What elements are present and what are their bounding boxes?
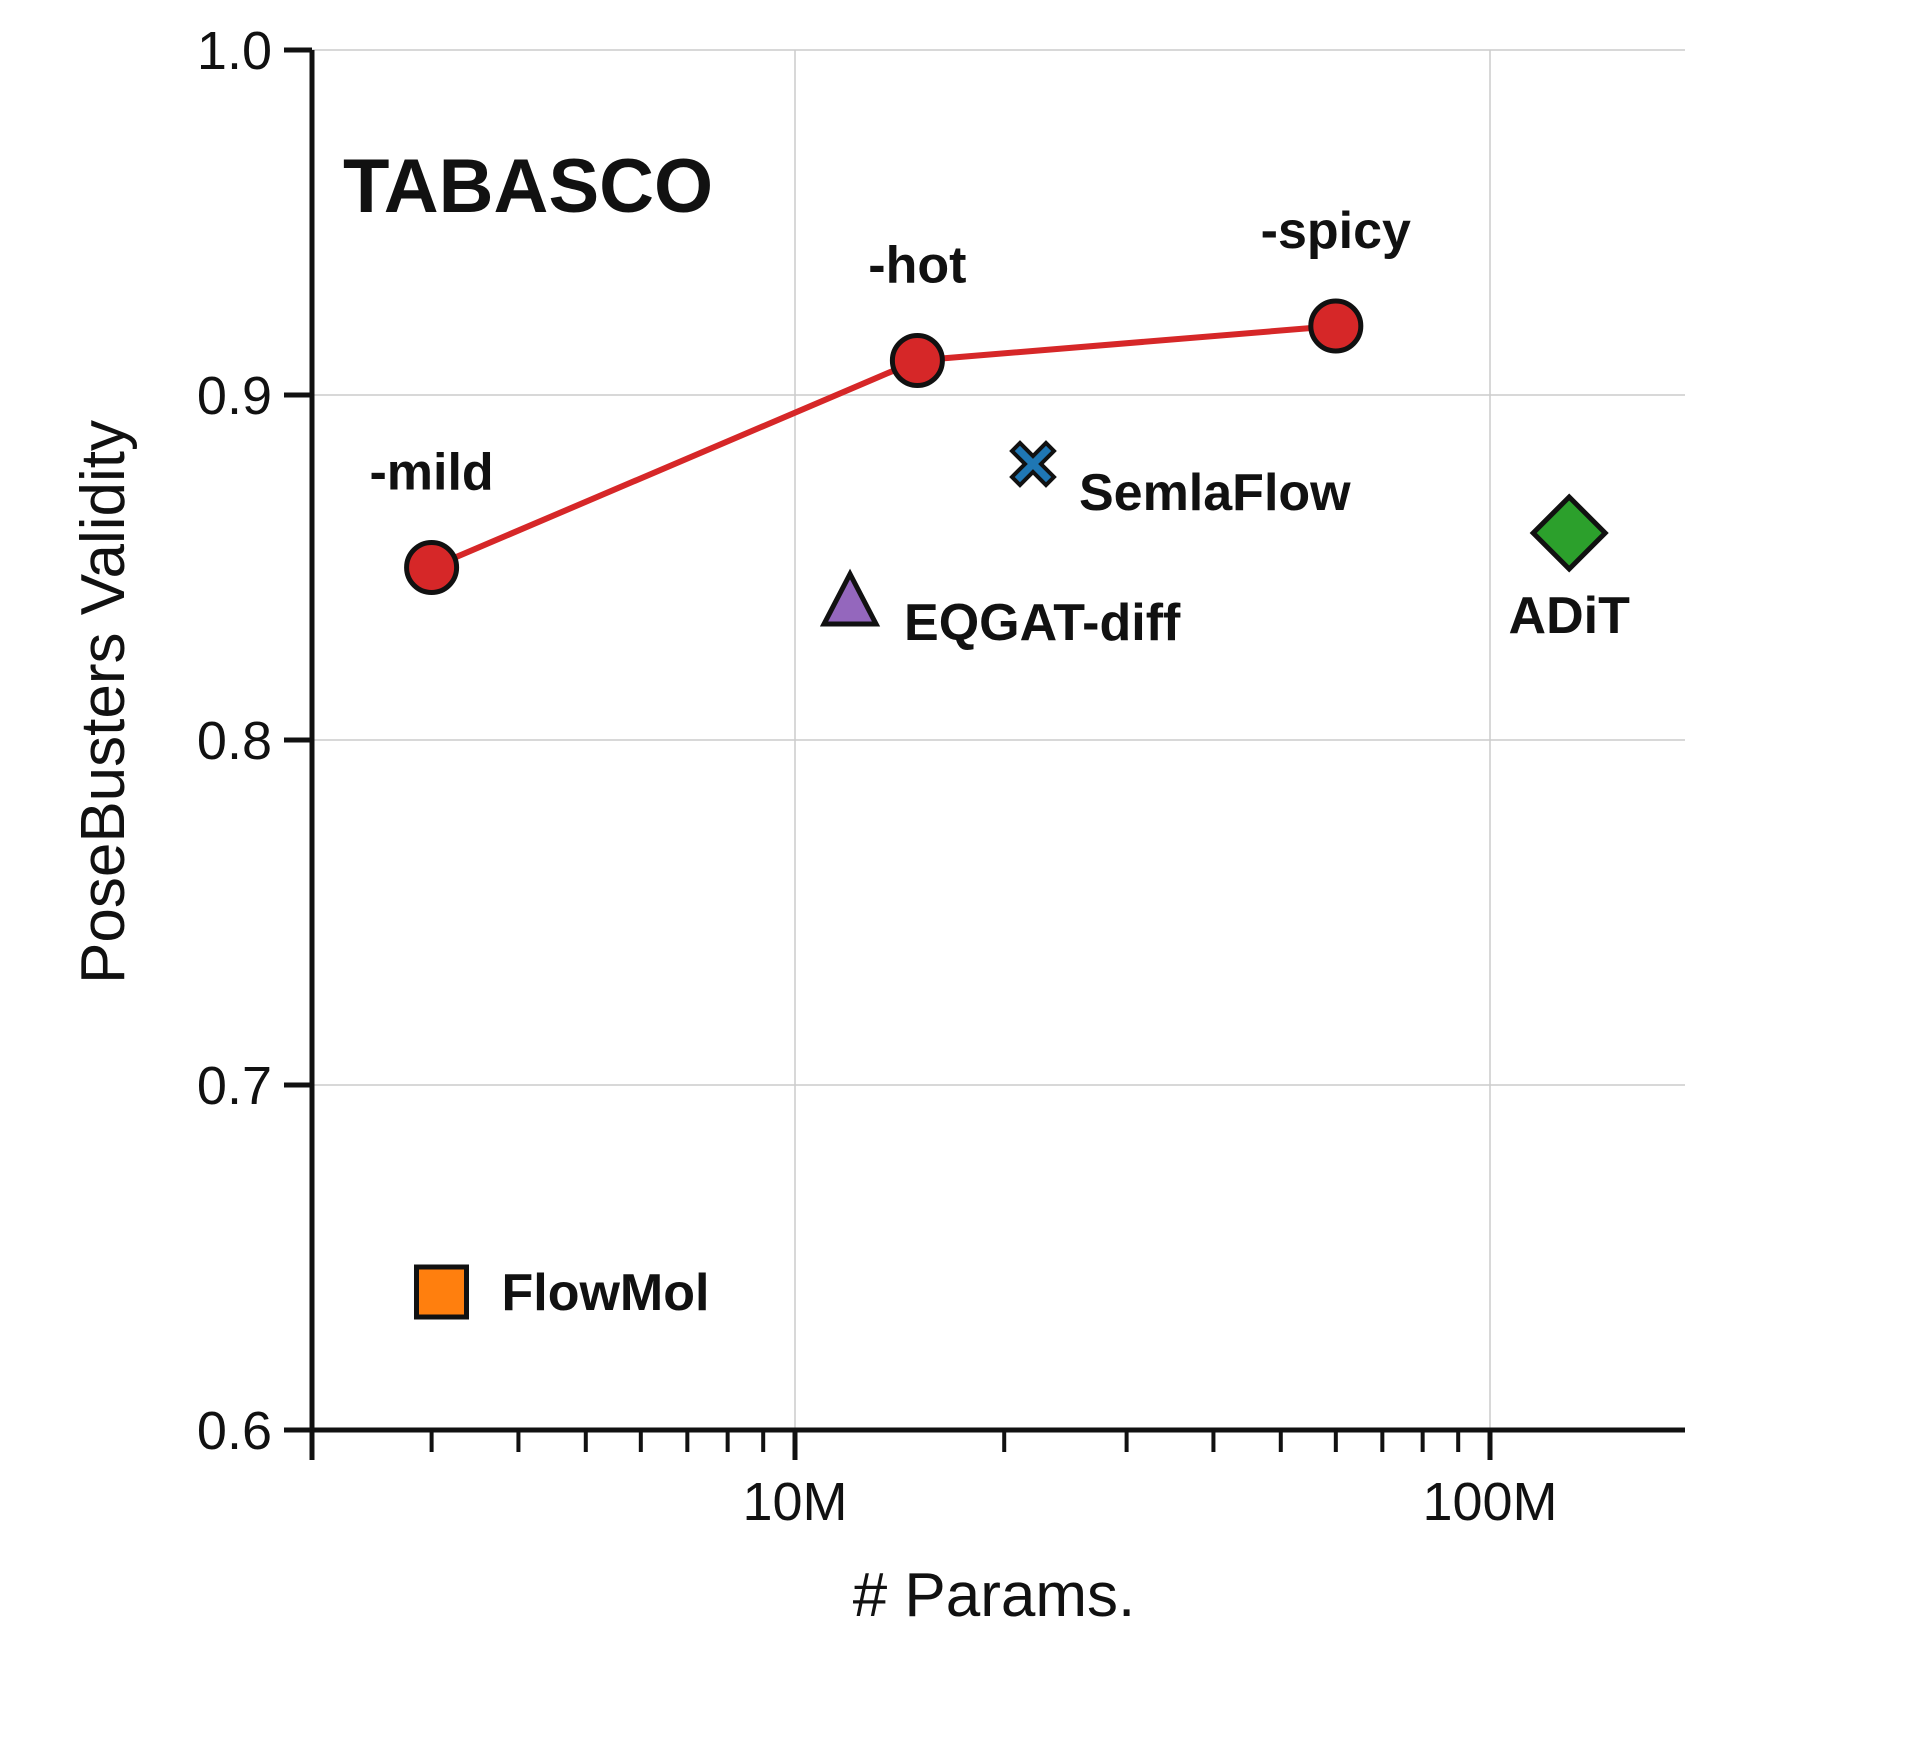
y-axis-title: PoseBusters Validity bbox=[69, 420, 138, 984]
x-axis-title: # Params. bbox=[853, 1561, 1136, 1630]
y-tick-label: 0.8 bbox=[197, 711, 272, 771]
tick-marks bbox=[284, 47, 1493, 1460]
x-tick-label: 100M bbox=[1422, 1472, 1557, 1532]
point-label: FlowMol bbox=[501, 1264, 709, 1322]
diamond-marker bbox=[1529, 493, 1609, 573]
grid bbox=[312, 49, 1685, 1431]
point-labels: -mild -hot -spicy FlowMol EQGAT-diff SemlaFlo… bbox=[369, 202, 1630, 1322]
point-label: EQGAT-diff bbox=[904, 594, 1181, 652]
triangle-marker bbox=[819, 568, 881, 627]
circle-marker bbox=[404, 540, 460, 595]
y-tick-label: 0.6 bbox=[197, 1401, 272, 1461]
data-markers bbox=[404, 298, 1609, 1320]
y-tick-label: 0.7 bbox=[197, 1056, 272, 1116]
circle-marker bbox=[889, 333, 945, 388]
x-marker bbox=[1009, 440, 1057, 488]
circle-marker bbox=[1308, 298, 1364, 354]
point-label: ADiT bbox=[1509, 587, 1631, 645]
point-label: -spicy bbox=[1261, 202, 1411, 260]
series-lines bbox=[430, 323, 1337, 571]
series-label-tabasco: TABASCO bbox=[343, 144, 713, 229]
x-tick-label: 10M bbox=[742, 1472, 847, 1532]
square-marker bbox=[413, 1264, 469, 1320]
y-tick-label: 1.0 bbox=[197, 21, 272, 81]
y-tick-label: 0.9 bbox=[197, 366, 272, 426]
point-label: SemlaFlow bbox=[1079, 464, 1351, 522]
point-label: -hot bbox=[868, 237, 966, 295]
series-line bbox=[430, 323, 1337, 571]
tick-labels: 0.6 0.7 0.8 0.9 1.0 10M 100M bbox=[197, 21, 1558, 1532]
point-label: -mild bbox=[369, 444, 493, 502]
